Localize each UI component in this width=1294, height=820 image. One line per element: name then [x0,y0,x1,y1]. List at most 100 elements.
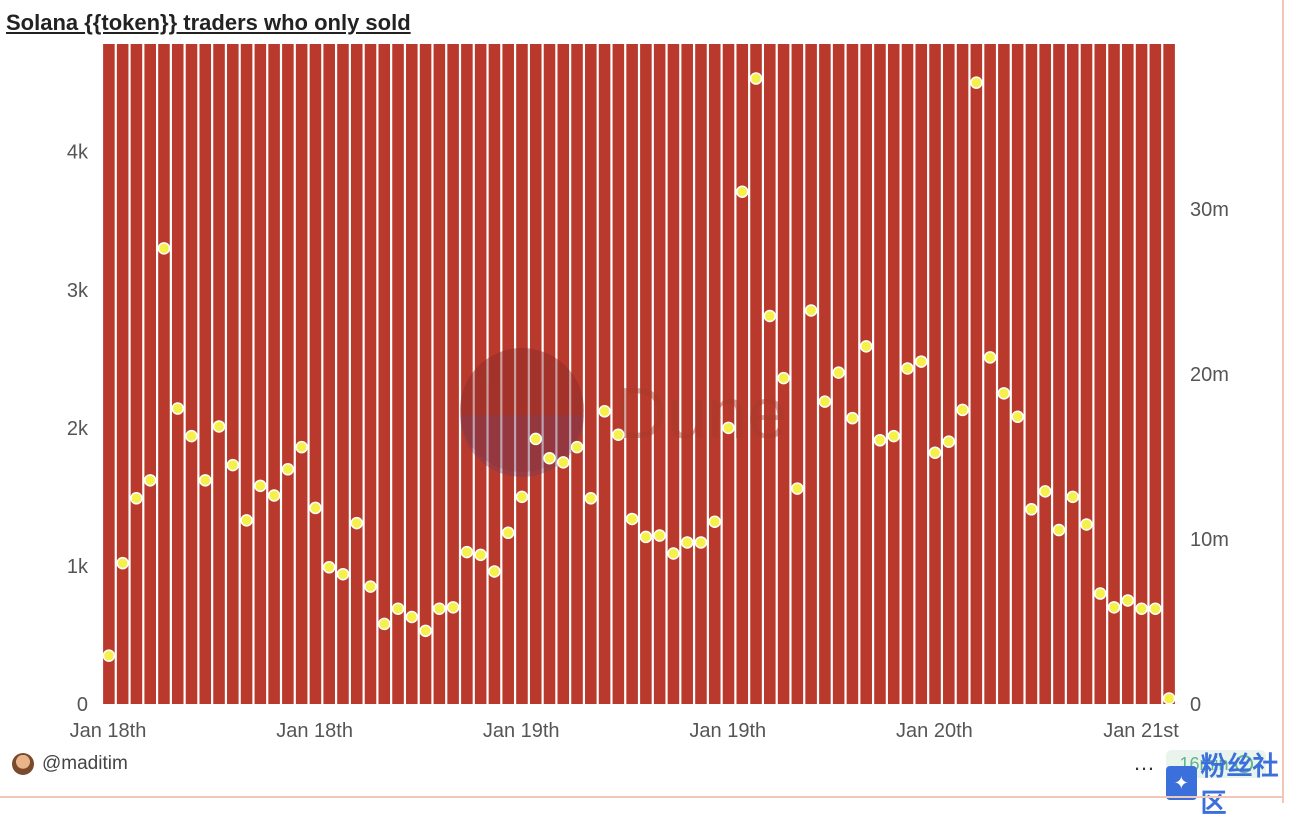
bar[interactable] [1025,44,1038,704]
bar[interactable] [1039,44,1051,704]
bar[interactable] [350,44,363,704]
bar[interactable] [1135,44,1148,704]
data-point[interactable] [557,456,570,469]
data-point[interactable] [1135,602,1148,615]
data-point[interactable] [612,428,625,441]
bar[interactable] [929,44,941,704]
bar[interactable] [626,44,638,704]
bar[interactable] [282,44,294,704]
data-point[interactable] [1094,587,1107,600]
data-point[interactable] [515,490,529,504]
data-point[interactable] [639,530,653,544]
data-point[interactable] [763,309,777,323]
bar[interactable] [653,44,666,704]
bar[interactable] [736,44,749,704]
author-handle[interactable]: @maditim [42,753,128,774]
data-point[interactable] [1121,594,1135,607]
data-point[interactable] [185,429,198,443]
data-point[interactable] [680,536,694,549]
chart-title[interactable]: Solana {{token}} traders who only sold [6,10,411,35]
bar[interactable] [667,44,680,704]
bar[interactable] [598,44,611,704]
bar[interactable] [970,44,983,704]
data-point[interactable] [240,514,253,527]
data-point[interactable] [818,395,832,408]
bar[interactable] [998,44,1010,704]
bar[interactable] [516,44,528,704]
bar[interactable] [116,44,129,704]
data-point[interactable] [446,601,460,614]
data-point[interactable] [722,421,735,435]
data-point[interactable] [254,479,267,493]
data-point[interactable] [584,492,598,505]
data-point[interactable] [157,242,171,255]
data-point[interactable] [956,403,969,417]
bar[interactable] [887,44,900,704]
bar[interactable] [158,44,170,704]
data-point[interactable] [336,567,350,581]
bar[interactable] [915,44,928,704]
bar[interactable] [529,44,542,704]
bar[interactable] [791,44,804,704]
data-point[interactable] [488,565,501,578]
bar[interactable] [1053,44,1065,704]
data-point[interactable] [873,434,887,447]
bar[interactable] [984,44,996,704]
bar[interactable] [488,44,501,704]
data-point[interactable] [143,474,157,487]
data-point[interactable] [928,446,942,459]
bar[interactable] [185,44,198,704]
bar[interactable] [708,44,721,704]
bar[interactable] [392,44,404,704]
data-point[interactable] [777,371,790,385]
data-point[interactable] [846,411,859,425]
bar[interactable] [268,44,280,704]
data-point[interactable] [501,526,515,540]
bar[interactable] [695,44,707,704]
bar[interactable] [1094,44,1107,704]
data-point[interactable] [1107,601,1121,614]
data-point[interactable] [1162,692,1176,705]
bar[interactable] [571,44,583,704]
bar[interactable] [819,44,831,704]
data-point[interactable] [736,185,749,198]
data-point[interactable] [1080,518,1093,531]
bar[interactable] [240,44,253,704]
data-point[interactable] [130,492,143,505]
data-point[interactable] [804,304,818,317]
data-point[interactable] [708,515,721,528]
bar[interactable] [805,44,817,704]
bar[interactable] [213,44,225,704]
bar[interactable] [943,44,955,704]
bar[interactable] [1066,44,1079,704]
bar[interactable] [543,44,556,704]
data-point[interactable] [915,355,928,368]
bar[interactable] [103,44,115,704]
bar[interactable] [447,44,459,704]
bar[interactable] [254,44,267,704]
data-point[interactable] [474,548,487,562]
bar[interactable] [1122,44,1134,704]
data-point[interactable] [970,76,983,89]
bar[interactable] [585,44,597,704]
data-point[interactable] [350,516,363,530]
bar[interactable] [406,44,418,704]
bar[interactable] [557,44,570,704]
data-point[interactable] [1149,602,1162,615]
bar[interactable] [612,44,625,704]
data-point[interactable] [1066,490,1079,504]
bar[interactable] [144,44,156,704]
data-point[interactable] [1011,410,1024,424]
data-point[interactable] [281,463,295,476]
data-point[interactable] [887,429,900,443]
bar[interactable] [846,44,859,704]
bar[interactable] [199,44,212,704]
author[interactable]: @maditim [12,752,128,776]
bar[interactable] [640,44,652,704]
bar[interactable] [1163,44,1175,704]
bar[interactable] [461,44,473,704]
data-point[interactable] [378,617,391,631]
bar[interactable] [860,44,872,704]
data-point[interactable] [460,545,474,559]
data-point[interactable] [1025,503,1038,516]
